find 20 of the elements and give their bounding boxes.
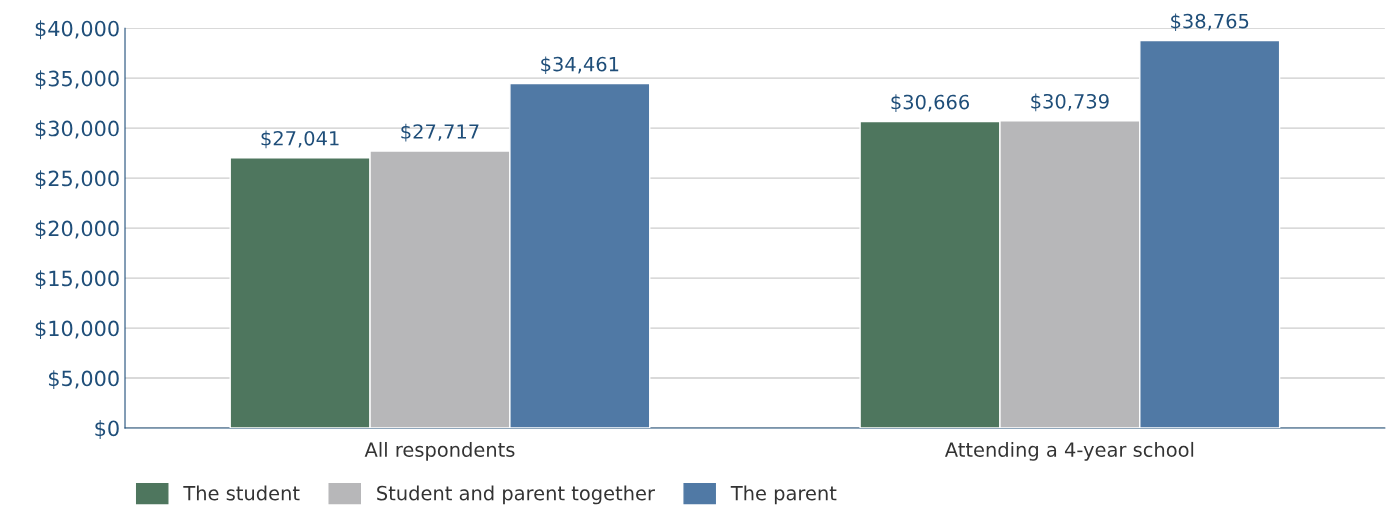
x-tick-label: All respondents [364,441,515,461]
y-tick-label: $20,000 [35,220,119,240]
y-tick-label: $25,000 [35,170,119,190]
y-tick-label: $0 [95,420,119,440]
legend-label: Student and parent together [377,485,655,505]
x-tick-label: Attending a 4-year school [944,441,1194,461]
y-tick-label: $30,000 [35,120,119,140]
data-label: $34,461 [541,56,619,75]
data-label: $30,739 [1031,93,1109,112]
legend-label: The parent [730,485,837,505]
y-tick-label: $15,000 [35,270,119,290]
legend-label: The student [183,485,300,501]
y-tick-label: $5,000 [48,370,119,390]
y-tick-label: $40,000 [35,20,119,40]
data-label: $38,765 [1171,13,1249,32]
data-label: $27,717 [401,123,479,142]
y-tick-label: $35,000 [35,70,119,90]
data-label: $30,666 [891,94,970,112]
y-tick-label: $10,000 [35,320,119,340]
data-label: $27,041 [261,130,339,149]
